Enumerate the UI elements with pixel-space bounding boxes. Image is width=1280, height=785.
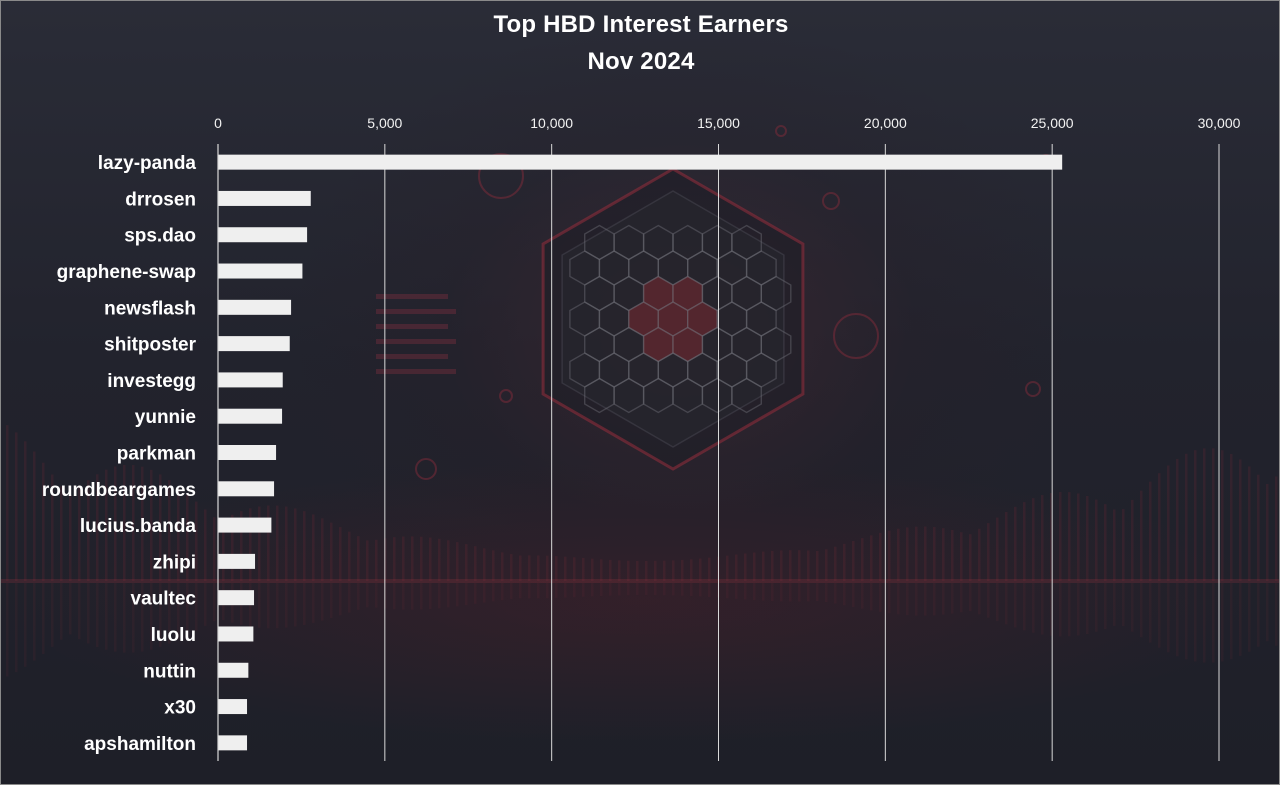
bar — [218, 445, 277, 460]
x-tick-label: 0 — [214, 115, 222, 131]
category-label: x30 — [164, 698, 196, 719]
category-label: luolu — [151, 625, 196, 646]
bar — [218, 372, 283, 388]
bars — [218, 154, 1063, 751]
category-label: shitposter — [104, 335, 196, 356]
category-label: newsflash — [104, 298, 196, 319]
x-tick-label: 20,000 — [864, 115, 907, 131]
category-label: drrosen — [125, 189, 196, 210]
bar — [218, 590, 255, 606]
bar — [218, 626, 254, 642]
bar — [218, 699, 248, 715]
bar — [218, 154, 1063, 170]
bar — [218, 735, 248, 751]
gridlines — [384, 144, 1220, 761]
category-label: roundbeargames — [42, 480, 196, 501]
chart-subtitle: Nov 2024 — [587, 48, 695, 75]
x-tick-label: 25,000 — [1031, 115, 1074, 131]
bar — [218, 481, 275, 497]
bar — [218, 299, 292, 315]
x-tick-label: 15,000 — [697, 115, 740, 131]
bar — [218, 336, 290, 352]
x-axis-tick-labels: 0 5,000 10,000 15,000 20,000 25,000 30,000 — [214, 115, 1241, 131]
category-labels: lazy-panda drrosen sps.dao graphene-swap new… — [42, 153, 197, 755]
category-label: graphene-swap — [57, 262, 196, 283]
category-label: investegg — [107, 371, 196, 392]
category-label: sps.dao — [124, 226, 196, 247]
bar — [218, 190, 311, 206]
category-label: lucius.banda — [80, 516, 197, 537]
bar — [218, 227, 308, 243]
x-tick-label: 5,000 — [367, 115, 402, 131]
category-label: yunnie — [135, 407, 196, 428]
bar — [218, 263, 303, 279]
category-label: lazy-panda — [98, 153, 197, 174]
bar — [218, 553, 256, 569]
category-label: vaultec — [131, 589, 197, 610]
category-label: parkman — [117, 444, 196, 465]
category-label: nuttin — [143, 661, 196, 682]
bar — [218, 662, 249, 678]
bar — [218, 408, 283, 424]
category-label: zhipi — [153, 552, 196, 573]
category-label: apshamilton — [84, 734, 196, 755]
x-tick-label: 30,000 — [1198, 115, 1241, 131]
x-tick-label: 10,000 — [530, 115, 573, 131]
bar — [218, 517, 272, 533]
chart-title: Top HBD Interest Earners — [493, 11, 789, 38]
